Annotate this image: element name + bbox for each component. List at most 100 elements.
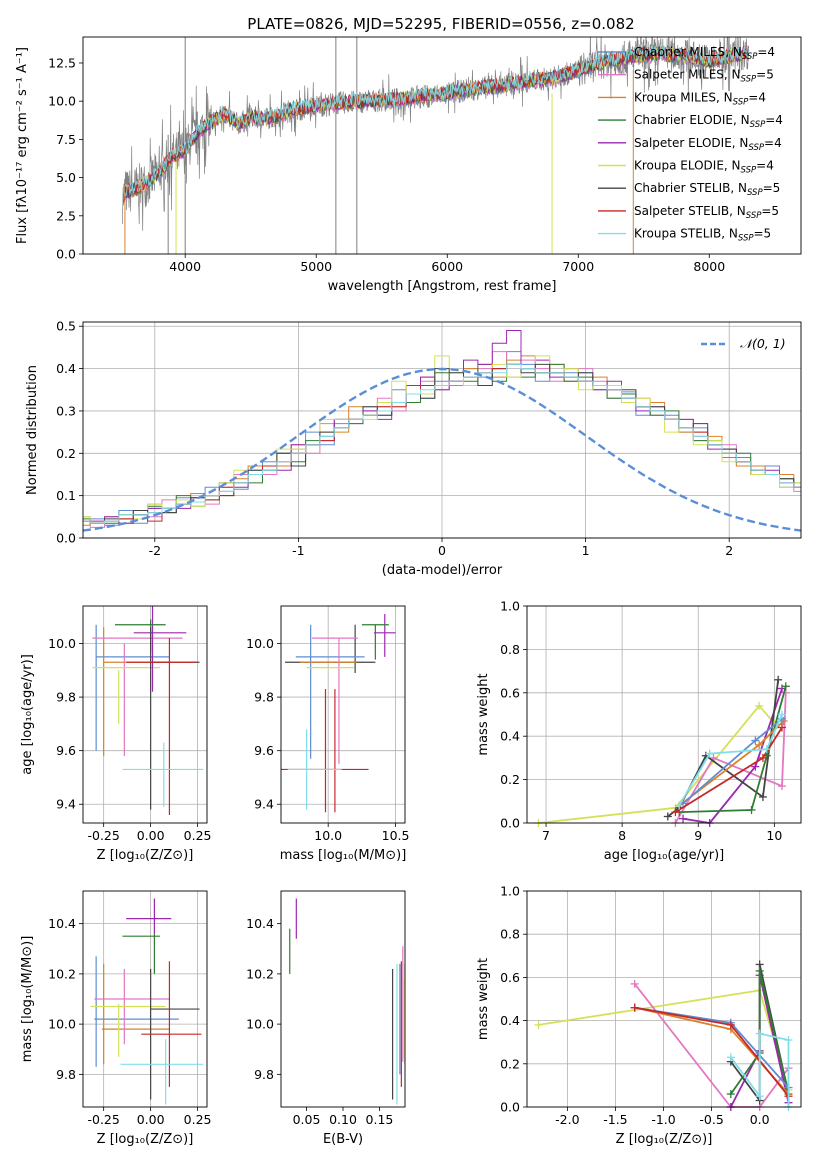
y-tick-label: 10.4 xyxy=(48,916,76,931)
x-tick-label: 0.25 xyxy=(184,1112,212,1127)
axes-frame xyxy=(82,36,802,255)
histogram-plot-area xyxy=(83,330,801,532)
errorbar-plot-area xyxy=(281,614,396,813)
y-tick-label: 0.6 xyxy=(500,970,520,985)
y-axis-label: mass [log₁₀(M/M⊙)] xyxy=(20,936,35,1063)
axes-frame xyxy=(82,321,802,539)
mass-weight-vs-age-panel: 7 8 9 10 0.0 0.2 0.4 0.6 0.8 1.0 age [log₁₀(age/yr… xyxy=(476,599,802,863)
legend-subscript: SSP xyxy=(741,166,757,176)
x-tick-label: 0.05 xyxy=(293,1112,321,1127)
legend-entry: Kroupa ELODIE, NSSP=4 xyxy=(634,159,774,176)
x-tick-label: 0.10 xyxy=(329,1112,357,1127)
legend-entry: 𝒩(0, 1) xyxy=(740,336,786,351)
legend-suffix: =4 xyxy=(765,113,783,127)
legend-entry: Kroupa MILES, NSSP=4 xyxy=(634,90,766,107)
x-axis-label: Z [log₁₀(Z/Z⊙)] xyxy=(97,848,194,863)
y-tick-label: 5.0 xyxy=(56,170,76,185)
weight-series-line xyxy=(674,692,787,824)
y-tick-label: 9.6 xyxy=(254,743,274,758)
y-tick-label: 0.4 xyxy=(56,361,76,376)
age-vs-mass-panel: 10.0 10.5 9.4 9.6 9.8 10.0 mass [log₁₀(M/M⊙)] xyxy=(246,605,410,863)
weight-series-line xyxy=(730,970,790,1095)
legend-label: Kroupa STELIB, N xyxy=(634,227,738,241)
x-axis-label: (data-model)/error xyxy=(382,563,503,578)
mass-vs-extinction-panel: 0.05 0.10 0.15 9.8 10.0 10.2 10.4 E(B-V) xyxy=(246,890,406,1147)
legend-subscript: SSP xyxy=(738,234,754,244)
normal-distribution-curve xyxy=(83,367,801,532)
errorbar-plot-area xyxy=(289,898,405,1105)
figure-title: PLATE=0826, MJD=52295, FIBERID=0556, z=0… xyxy=(247,15,634,33)
residual-histogram-panel: -2 -1 0 1 2 0.0 0.1 0.2 0.3 0.4 0.5 (data-model)/er… xyxy=(25,319,802,578)
y-tick-label: 0.2 xyxy=(56,446,76,461)
y-tick-label: 10.2 xyxy=(48,966,76,981)
y-tick-label: 0.0 xyxy=(56,247,76,262)
x-axis-label: Z [log₁₀(Z/Z⊙)] xyxy=(616,1132,713,1147)
legend-suffix: =5 xyxy=(754,227,772,241)
x-tick-label: 0.25 xyxy=(184,828,212,843)
x-tick-label: 10.0 xyxy=(314,828,342,843)
y-tick-label: 10.0 xyxy=(246,636,274,651)
legend-label: Chabrier STELIB, N xyxy=(634,181,747,195)
legend-label: Salpeter ELODIE, N xyxy=(634,136,748,150)
y-tick-label: 0.0 xyxy=(500,1100,520,1115)
legend-subscript: SSP xyxy=(748,143,764,153)
legend-suffix: =4 xyxy=(756,159,774,173)
axes-frame xyxy=(280,890,406,1108)
x-tick-label: -1.0 xyxy=(651,1112,675,1127)
legend-entry: Salpeter ELODIE, NSSP=4 xyxy=(634,136,782,153)
x-tick-label: 7000 xyxy=(562,259,594,274)
legend-label: Kroupa ELODIE, N xyxy=(634,159,741,173)
weight-plot-area xyxy=(534,675,790,827)
x-tick-label: 0 xyxy=(438,543,446,558)
legend-entry: Salpeter STELIB, NSSP=5 xyxy=(634,204,779,221)
x-tick-label: -0.25 xyxy=(87,1112,119,1127)
x-axis-label: mass [log₁₀(M/M⊙)] xyxy=(280,848,407,863)
y-axis-label: mass weight xyxy=(476,958,491,1040)
x-tick-label: 10.5 xyxy=(382,828,410,843)
y-tick-label: 0.5 xyxy=(56,319,76,334)
x-tick-label: 7 xyxy=(542,828,550,843)
errorbar-plot-area xyxy=(92,606,204,815)
x-tick-label: -2 xyxy=(149,543,161,558)
weight-series-line xyxy=(678,714,783,807)
x-tick-label: 4000 xyxy=(169,259,201,274)
y-tick-label: 10.0 xyxy=(48,636,76,651)
legend-entry: Salpeter MILES, NSSP=5 xyxy=(634,68,774,85)
axes-frame xyxy=(526,890,802,1108)
legend-subscript: SSP xyxy=(741,75,757,85)
y-tick-label: 10.0 xyxy=(48,94,76,109)
y-tick-label: 9.8 xyxy=(254,1067,274,1082)
y-tick-label: 0.6 xyxy=(500,685,520,700)
axes-frame xyxy=(526,605,802,824)
x-tick-label: -0.25 xyxy=(87,828,119,843)
legend-label: Salpeter MILES, N xyxy=(634,68,741,82)
y-tick-label: 0.8 xyxy=(500,642,520,657)
y-tick-label: 0.0 xyxy=(56,531,76,546)
y-tick-label: 9.8 xyxy=(254,690,274,705)
y-tick-label: 1.0 xyxy=(500,599,520,614)
x-tick-label: 8000 xyxy=(693,259,725,274)
y-tick-label: 0.8 xyxy=(500,927,520,942)
x-tick-label: -0.5 xyxy=(699,1112,723,1127)
legend-suffix: =4 xyxy=(764,136,782,150)
legend-label: Kroupa MILES, N xyxy=(634,90,733,104)
legend-subscript: SSP xyxy=(746,211,762,221)
legend-subscript: SSP xyxy=(747,188,763,198)
weight-series-line xyxy=(538,704,776,824)
x-tick-label: 8 xyxy=(618,828,626,843)
spectrum-panel: 4000 5000 6000 7000 8000 0.0 2.5 5.0 7.5 10.0 12.5… xyxy=(15,36,802,294)
model-spectrum-line xyxy=(123,45,750,198)
x-tick-label: -1.5 xyxy=(603,1112,627,1127)
axes-frame xyxy=(280,605,406,824)
x-tick-label: 0.15 xyxy=(366,1112,394,1127)
y-tick-label: 2.5 xyxy=(56,208,76,223)
legend-label: Chabrier ELODIE, N xyxy=(634,113,750,127)
x-tick-label: 0.00 xyxy=(137,1112,165,1127)
y-tick-label: 0.2 xyxy=(500,1056,520,1071)
x-tick-label: 10 xyxy=(766,828,782,843)
y-tick-label: 10.0 xyxy=(246,1017,274,1032)
legend-entry: Kroupa STELIB, NSSP=5 xyxy=(634,227,771,244)
axes-frame xyxy=(82,605,208,824)
